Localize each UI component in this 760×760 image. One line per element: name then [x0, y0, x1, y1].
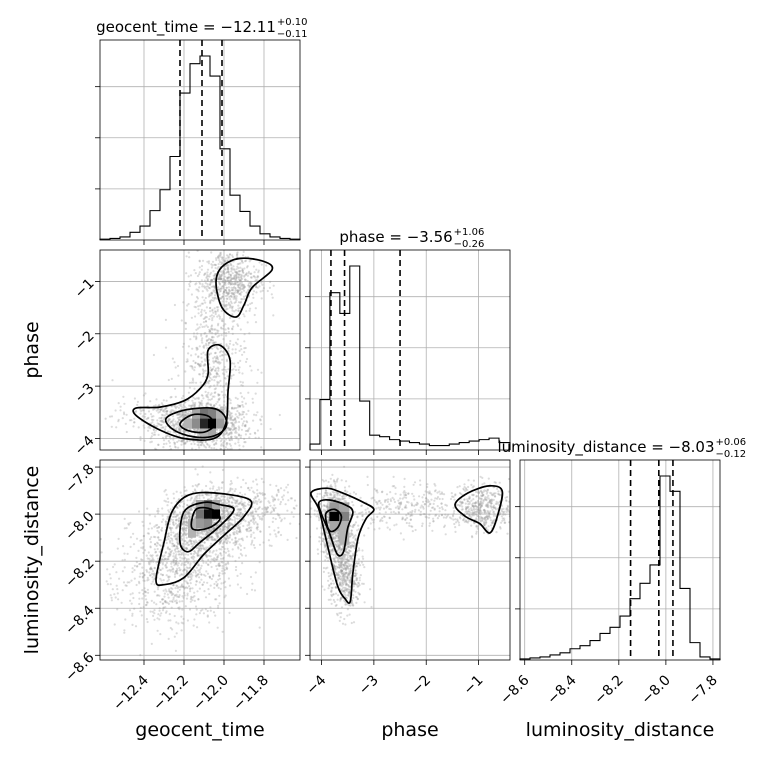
density-cell [212, 509, 220, 519]
contour-line [155, 491, 253, 587]
x-tick-label: −8.4 [544, 672, 579, 707]
density-cell [196, 500, 204, 510]
x-axis-label-geocent_time: geocent_time [135, 719, 264, 741]
x-tick-label: −8.2 [591, 672, 626, 707]
axes-frame [99, 249, 301, 451]
x-tick-label: −12.2 [150, 672, 192, 714]
density-cell [208, 408, 216, 419]
density-cell [339, 530, 350, 545]
x-tick-label: −3 [356, 672, 382, 698]
contour-line [454, 484, 504, 534]
contour-line [317, 499, 354, 557]
x-tick-label: −8.0 [638, 672, 673, 707]
density-cell [339, 502, 350, 512]
x-tick-label: −12.0 [190, 672, 232, 714]
panel-geocent_time-vs-luminosity_distance: −12.4−12.2−12.0−11.8 −8.6 −8.4 −8.2 −8.0 −7.8 [62, 459, 301, 714]
density-cell [216, 418, 224, 429]
scatter-samples [310, 465, 510, 626]
y-tick-label: −7.8 [62, 461, 97, 496]
title-plus-error: +0.10 [277, 17, 308, 28]
x-tick-label: −1 [461, 672, 487, 698]
density-cell [208, 428, 216, 439]
y-axis-label-luminosity_distance: luminosity_distance [21, 466, 43, 655]
y-tick-label: −3 [72, 380, 98, 406]
y-tick-label: −2 [72, 328, 98, 354]
density-cell [196, 518, 204, 529]
y-tick-label: −8.4 [62, 603, 97, 638]
x-tick-label: −8.6 [497, 672, 532, 707]
scatter-samples [104, 250, 281, 450]
axes-frame [99, 459, 301, 661]
contour-line [179, 413, 215, 434]
density-cell [339, 511, 350, 522]
contour-line [132, 343, 232, 441]
density-cell [208, 418, 216, 429]
density-cell [188, 528, 196, 538]
y-tick-label: −8.2 [62, 556, 97, 591]
contour-line [310, 487, 375, 604]
x-tick-label: −11.8 [230, 672, 272, 714]
x-tick-label: −2 [408, 672, 434, 698]
density-cell [204, 518, 212, 529]
x-tick-label: −12.4 [110, 672, 152, 714]
marginal-title: luminosity_distance = −8.03 [497, 438, 714, 457]
histogram-phase [309, 265, 511, 450]
x-axis-label-luminosity_distance: luminosity_distance [526, 719, 715, 741]
title-plus-error: +1.06 [454, 227, 485, 238]
density-cell [200, 408, 208, 419]
density-cell [329, 511, 340, 522]
density-cell [196, 509, 204, 519]
density-cell [200, 418, 208, 429]
density-cell [329, 502, 340, 512]
density-cell [339, 521, 350, 531]
contour-line [190, 506, 221, 531]
contour-line [324, 508, 343, 533]
axes-frame [99, 39, 301, 241]
density-cell [204, 509, 212, 519]
y-tick-label: −4 [72, 433, 98, 459]
y-tick-label: −8.6 [62, 650, 97, 685]
title-minus-error: −0.26 [454, 239, 485, 250]
axes-frame [519, 459, 721, 661]
marginal-title: geocent_time = −12.11 [96, 18, 276, 37]
density-cell [192, 418, 200, 429]
title-plus-error: +0.06 [716, 437, 747, 448]
density-cell [200, 428, 208, 439]
title-minus-error: −0.12 [716, 449, 747, 460]
panel-phase-vs-luminosity_distance: −4 −3 −2 −1 [304, 459, 511, 698]
panel-geocent_time-marginal: geocent_time = −12.11 +0.10−0.11 [95, 17, 308, 245]
panel-geocent_time-vs-phase: −4 −3 −2 −1 [72, 249, 301, 459]
y-axis-label-phase: phase [21, 321, 43, 378]
density-cell [184, 418, 192, 429]
axes-frame [309, 249, 511, 451]
marginal-title: phase = −3.56 [339, 228, 452, 246]
panel-luminosity_distance-marginal: −8.6 −8.4 −8.2 −8.0 −7.8 luminosity_distance … [497, 437, 746, 708]
x-tick-label: −7.8 [686, 672, 721, 707]
axes-frame [309, 459, 511, 661]
density-cell [329, 521, 340, 531]
density-cell [216, 408, 224, 419]
x-axis-label-phase: phase [381, 719, 438, 741]
scatter-samples [100, 465, 300, 657]
contour-line [164, 407, 228, 439]
density-cell [212, 500, 220, 510]
x-tick-label: −4 [304, 672, 330, 698]
panel-phase-marginal: phase = −3.56 +1.06−0.26 [305, 227, 511, 455]
contour-line [178, 501, 235, 553]
histogram-luminosity_distance [519, 475, 721, 660]
contour-line [215, 257, 274, 318]
title-minus-error: −0.11 [277, 29, 308, 40]
y-tick-label: −1 [72, 276, 98, 302]
density-cell [204, 500, 212, 510]
histogram-geocent_time [99, 55, 301, 240]
y-tick-label: −8.0 [62, 508, 97, 543]
